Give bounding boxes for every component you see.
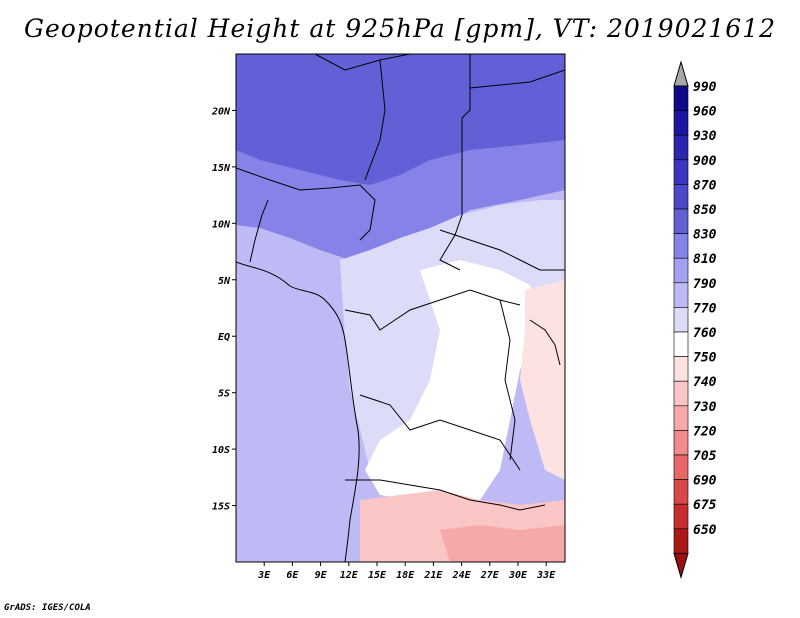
colorbar-swatch [673,134,689,161]
colorbar: 990 960 930 900 870 850 830 810 790 770 760 750 740 7… [673,60,717,580]
map-frame [235,53,566,563]
colorbar-label: 870 [693,178,717,193]
lon-tick-label: 21E [423,570,443,581]
lon-tick-label: 9E [315,570,328,581]
lat-tick-label: EQ [218,332,230,343]
region-sahel-band [236,140,565,260]
lon-tick-label: 18E [396,570,415,581]
map-field [236,54,565,562]
colorbar-swatch [673,282,689,308]
lon-tick-label: 33E [536,570,556,581]
lat-tick-label: 5N [218,276,231,287]
colorbar-swatch [673,331,689,357]
colorbar-label: 690 [693,474,717,489]
colorbar-over-triangle [673,60,689,87]
colorbar-label: 730 [693,400,717,415]
colorbar-swatch [673,307,689,333]
lat-tick-label: 5S [218,389,230,400]
colorbar-swatch [673,528,689,554]
colorbar-swatch [673,257,689,284]
colorbar-label: 900 [693,154,717,169]
region-sahara-north-core [300,54,480,160]
colorbar-label: 930 [693,129,717,144]
lat-tick-label: 15S [212,502,230,513]
lon-tick-label: 15E [368,570,387,581]
colorbar-swatch [673,159,689,185]
lon-tick-label: 27E [480,570,500,581]
colorbar-swatch [673,85,689,111]
colorbar-swatch [673,479,689,505]
lon-tick-label: 12E [340,570,359,581]
country-borders [236,54,565,562]
lon-tick-label: 3E [257,570,271,581]
colorbar-label: 740 [693,375,717,390]
colorbar-label: 790 [693,277,717,292]
colorbar-label: 650 [693,523,717,538]
colorbar-label: 770 [693,301,717,316]
colorbar-swatch [673,454,689,480]
latitude-axis: 20N 15N 10N 5N EQ 5S 10S 15S [211,106,236,513]
lat-tick-label: 10N [212,219,231,230]
colorbar-swatch [673,208,689,234]
lat-tick-label: 15N [212,163,231,174]
colorbar-label: 760 [693,326,717,341]
colorbar-label: 750 [693,351,717,366]
colorbar-label: 830 [693,228,717,243]
lat-tick-label: 10S [212,445,230,456]
colorbar-swatch [673,380,689,407]
colorbar-swatch [673,405,689,431]
colorbar-swatch [673,503,689,530]
colorbar-under-triangle [673,552,689,580]
colorbar-label: 675 [693,498,717,513]
lat-tick-label: 20N [211,106,231,117]
colorbar-label: 705 [693,449,717,464]
chart-title: Geopotential Height at 925hPa [gpm], VT:… [23,14,777,43]
lon-tick-label: 6E [286,570,299,581]
colorbar-label: 990 [693,80,717,95]
region-kalahari [440,525,565,562]
lon-tick-label: 30E [508,570,528,581]
longitude-axis: 3E 6E 9E 12E 15E 18E 21E 24E 27E 30E 33E [257,562,556,581]
colorbar-label: 720 [693,424,717,439]
colorbar-label: 960 [693,105,717,120]
colorbar-swatch [673,184,689,210]
grads-credit: GrADS: IGES/COLA [4,603,91,613]
colorbar-swatch [673,110,689,136]
colorbar-swatch [673,430,689,456]
colorbar-label: 810 [693,252,717,267]
region-lakes [520,280,565,480]
colorbar-swatch [673,233,689,259]
lon-tick-label: 24E [452,570,472,581]
region-east-plateau [365,260,540,505]
colorbar-label: 850 [693,203,717,218]
colorbar-swatch [673,356,689,382]
